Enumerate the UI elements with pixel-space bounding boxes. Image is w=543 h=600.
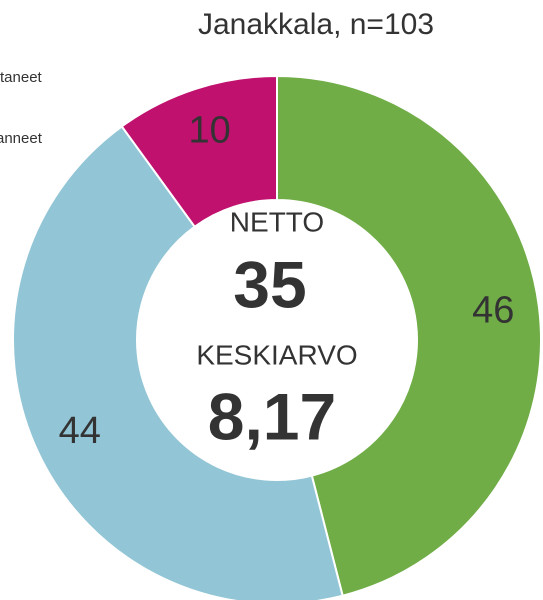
slice [276, 74, 542, 597]
donut [12, 74, 542, 600]
chart-title: Janakkala, n=103 [198, 8, 434, 41]
slice-label: 44 [59, 410, 101, 452]
average-label: KESKIARVO [196, 339, 357, 370]
slice [12, 125, 344, 600]
average-value: 8,17 [208, 379, 336, 453]
netto-label: NETTO [230, 206, 324, 237]
legend-fragment: taneet [0, 69, 43, 86]
slice-label: 10 [188, 110, 230, 152]
legend-fragment: anneet [0, 130, 43, 147]
slice [120, 74, 278, 229]
netto-value: 35 [233, 247, 306, 321]
slice-label: 46 [472, 290, 514, 332]
